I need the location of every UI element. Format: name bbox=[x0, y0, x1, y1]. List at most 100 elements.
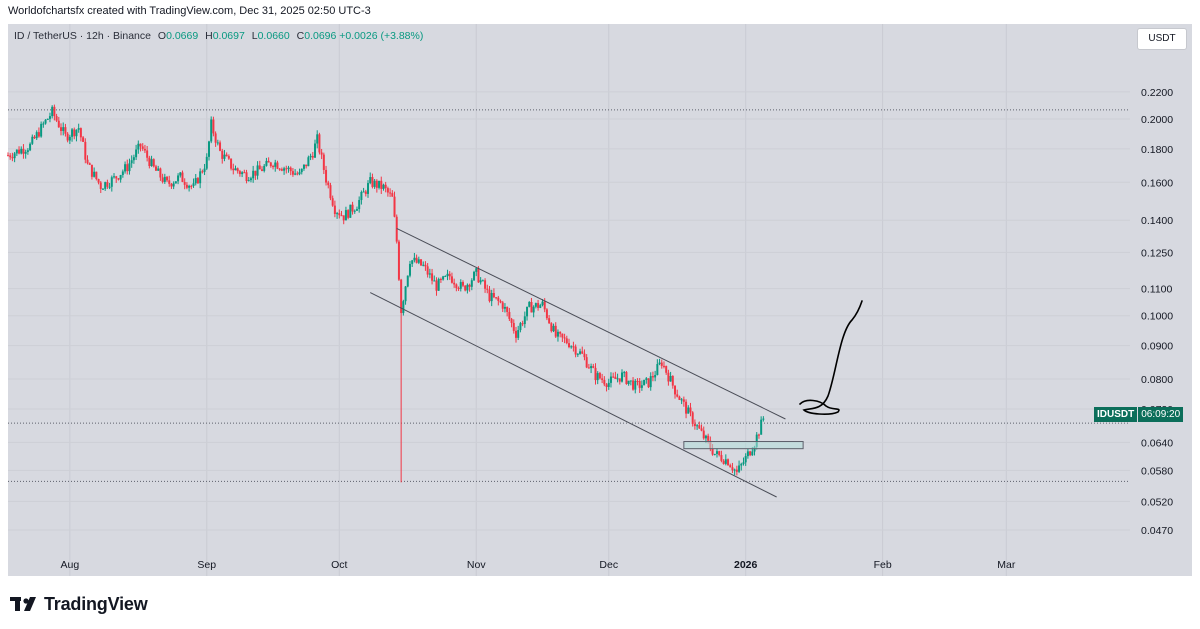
candle-body bbox=[722, 460, 725, 464]
candle-body bbox=[426, 266, 429, 275]
candle-body bbox=[510, 318, 513, 323]
chart-panel[interactable] bbox=[8, 24, 1192, 576]
candle-body bbox=[314, 143, 317, 158]
candle-body bbox=[680, 399, 683, 401]
time-axis-label: 2026 bbox=[734, 559, 758, 571]
candle-body bbox=[243, 172, 246, 174]
candle-body bbox=[166, 176, 169, 181]
candle-body bbox=[530, 301, 533, 313]
candle-body bbox=[534, 303, 537, 307]
candle-body bbox=[249, 178, 252, 181]
candle-body bbox=[51, 106, 54, 117]
candle-body bbox=[757, 434, 760, 436]
candle-body bbox=[519, 323, 522, 331]
candle-body bbox=[391, 193, 394, 197]
grid-lines bbox=[8, 24, 1130, 576]
candle-body bbox=[369, 177, 372, 184]
candle-body bbox=[583, 353, 586, 358]
candle-body bbox=[210, 119, 213, 142]
candle-body bbox=[272, 166, 275, 168]
candle-body bbox=[744, 456, 747, 463]
candle-body bbox=[269, 162, 272, 167]
candle-body bbox=[378, 180, 381, 188]
candle-body bbox=[300, 168, 303, 173]
candle-body bbox=[174, 181, 177, 184]
tradingview-footer[interactable]: TradingView bbox=[10, 592, 148, 616]
candle-body bbox=[439, 278, 442, 280]
candle-body bbox=[338, 213, 341, 216]
candle-body bbox=[101, 188, 104, 190]
time-axis-label: Sep bbox=[197, 559, 216, 571]
candle-body bbox=[506, 307, 509, 312]
candle-body bbox=[203, 168, 206, 172]
candle-body bbox=[570, 346, 573, 348]
price-axis-label: 0.0900 bbox=[1141, 341, 1173, 353]
candle-body bbox=[565, 338, 568, 344]
candle-body bbox=[362, 191, 365, 193]
tradingview-logo-icon bbox=[10, 597, 36, 611]
candle-body bbox=[634, 380, 637, 390]
candle-body bbox=[623, 372, 626, 374]
candle-body bbox=[632, 380, 635, 390]
candle-body bbox=[331, 198, 334, 206]
candle-body bbox=[433, 280, 436, 282]
candle-body bbox=[71, 129, 74, 137]
candle-body bbox=[139, 143, 142, 147]
candle-body bbox=[183, 181, 186, 185]
candle-body bbox=[13, 153, 16, 159]
candle-body bbox=[46, 118, 49, 120]
candle-body bbox=[73, 129, 76, 137]
candle-body bbox=[528, 301, 531, 307]
last-price-tag: IDUSDT 06:09:20 bbox=[1094, 407, 1184, 422]
price-axis-label: 0.0800 bbox=[1141, 374, 1173, 386]
candle-body bbox=[355, 209, 358, 211]
candle-body bbox=[121, 171, 124, 176]
candle-body bbox=[435, 280, 438, 291]
candle-body bbox=[152, 159, 155, 167]
candle-body bbox=[221, 150, 224, 159]
candle-body bbox=[234, 168, 237, 171]
time-axis-label: Oct bbox=[331, 559, 347, 571]
candle-body bbox=[490, 293, 493, 302]
candle-body bbox=[464, 285, 467, 291]
candle-body bbox=[24, 151, 27, 154]
candle-body bbox=[194, 178, 197, 184]
candle-body bbox=[674, 385, 677, 395]
candle-body bbox=[576, 353, 579, 355]
price-tag-symbol: IDUSDT bbox=[1094, 407, 1138, 422]
candle-body bbox=[247, 180, 250, 182]
candle-body bbox=[298, 172, 301, 175]
candle-body bbox=[15, 149, 18, 154]
candle-body bbox=[254, 170, 257, 176]
candle-body bbox=[554, 325, 557, 337]
candle-body bbox=[146, 150, 149, 158]
candle-body bbox=[154, 166, 157, 171]
candle-body bbox=[53, 106, 56, 117]
candle-body bbox=[318, 134, 321, 153]
candle-body bbox=[287, 167, 290, 169]
candle-body bbox=[618, 378, 621, 382]
candle-body bbox=[656, 364, 659, 375]
candle-body bbox=[7, 155, 9, 157]
candle-body bbox=[196, 178, 199, 184]
candle-body bbox=[667, 372, 670, 382]
candle-body bbox=[592, 366, 595, 368]
candle-body bbox=[216, 142, 219, 144]
candle-body bbox=[283, 168, 286, 171]
candle-body bbox=[212, 119, 215, 134]
candle-body bbox=[66, 133, 69, 141]
candle-body bbox=[746, 451, 749, 457]
candle-body bbox=[579, 351, 582, 354]
candle-body bbox=[629, 380, 632, 382]
candle-body bbox=[627, 380, 630, 385]
candle-body bbox=[119, 175, 122, 180]
candle-body bbox=[159, 168, 162, 178]
candle-body bbox=[9, 155, 12, 158]
candle-body bbox=[325, 169, 328, 183]
currency-button[interactable]: USDT bbox=[1137, 28, 1187, 50]
candle-body bbox=[461, 282, 464, 286]
candle-body bbox=[702, 430, 705, 439]
candle-body bbox=[29, 143, 32, 151]
change-value: +0.0026 (+3.88%) bbox=[339, 30, 424, 42]
